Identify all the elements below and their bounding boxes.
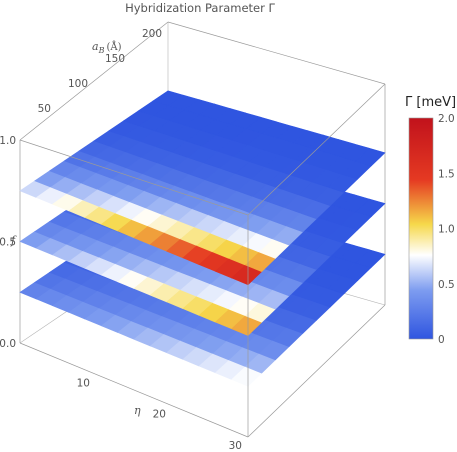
z-tick-label: 0.5 <box>0 237 16 249</box>
surface-f-2 <box>19 90 386 286</box>
y-axis-label-main: a <box>92 40 99 53</box>
y-axis-label-unit: (Å) <box>106 41 121 53</box>
colorbar-ticks: 0 0.5 1.0 1.5 2.0 <box>438 113 455 346</box>
y-tick-label: 100 <box>68 78 88 90</box>
surface-cell <box>355 249 386 268</box>
colorbar-tick-label: 2.0 <box>438 113 455 125</box>
y-tick-label: 200 <box>142 28 162 40</box>
y-axis-label-sub: B <box>98 46 105 55</box>
colorbar-tick-label: 0 <box>438 334 445 346</box>
colorbar: Γ [meV] 0 0.5 1.0 1.5 2.0 <box>405 95 456 346</box>
z-tick-label: 1.0 <box>0 135 16 147</box>
z-tick-label: 0.0 <box>0 338 16 350</box>
surfaces <box>19 90 386 387</box>
x-tick-label: 10 <box>77 377 90 389</box>
surface-cell <box>355 198 386 218</box>
chart-title: Hybridization Parameter Γ <box>125 1 275 15</box>
z-axis-label: f <box>10 234 17 247</box>
surface-cell <box>355 147 386 167</box>
colorbar-gradient <box>408 117 434 340</box>
axis-ticks: 0.0 0.5 1.0 50 100 150 200 10 20 30 <box>0 28 242 452</box>
colorbar-tick-label: 1.5 <box>438 168 455 180</box>
y-tick-label: 50 <box>38 103 51 115</box>
colorbar-tick-label: 0.5 <box>438 279 455 291</box>
x-tick-label: 30 <box>229 440 242 452</box>
colorbar-tick-label: 1.0 <box>438 224 455 236</box>
y-axis-label: aB (Å) <box>92 40 122 55</box>
plot-box-front <box>19 83 386 438</box>
colorbar-title: Γ [meV] <box>405 95 456 110</box>
x-axis-label: η <box>134 404 141 417</box>
x-tick-label: 20 <box>153 409 166 421</box>
y-tick-label: 150 <box>105 53 125 65</box>
